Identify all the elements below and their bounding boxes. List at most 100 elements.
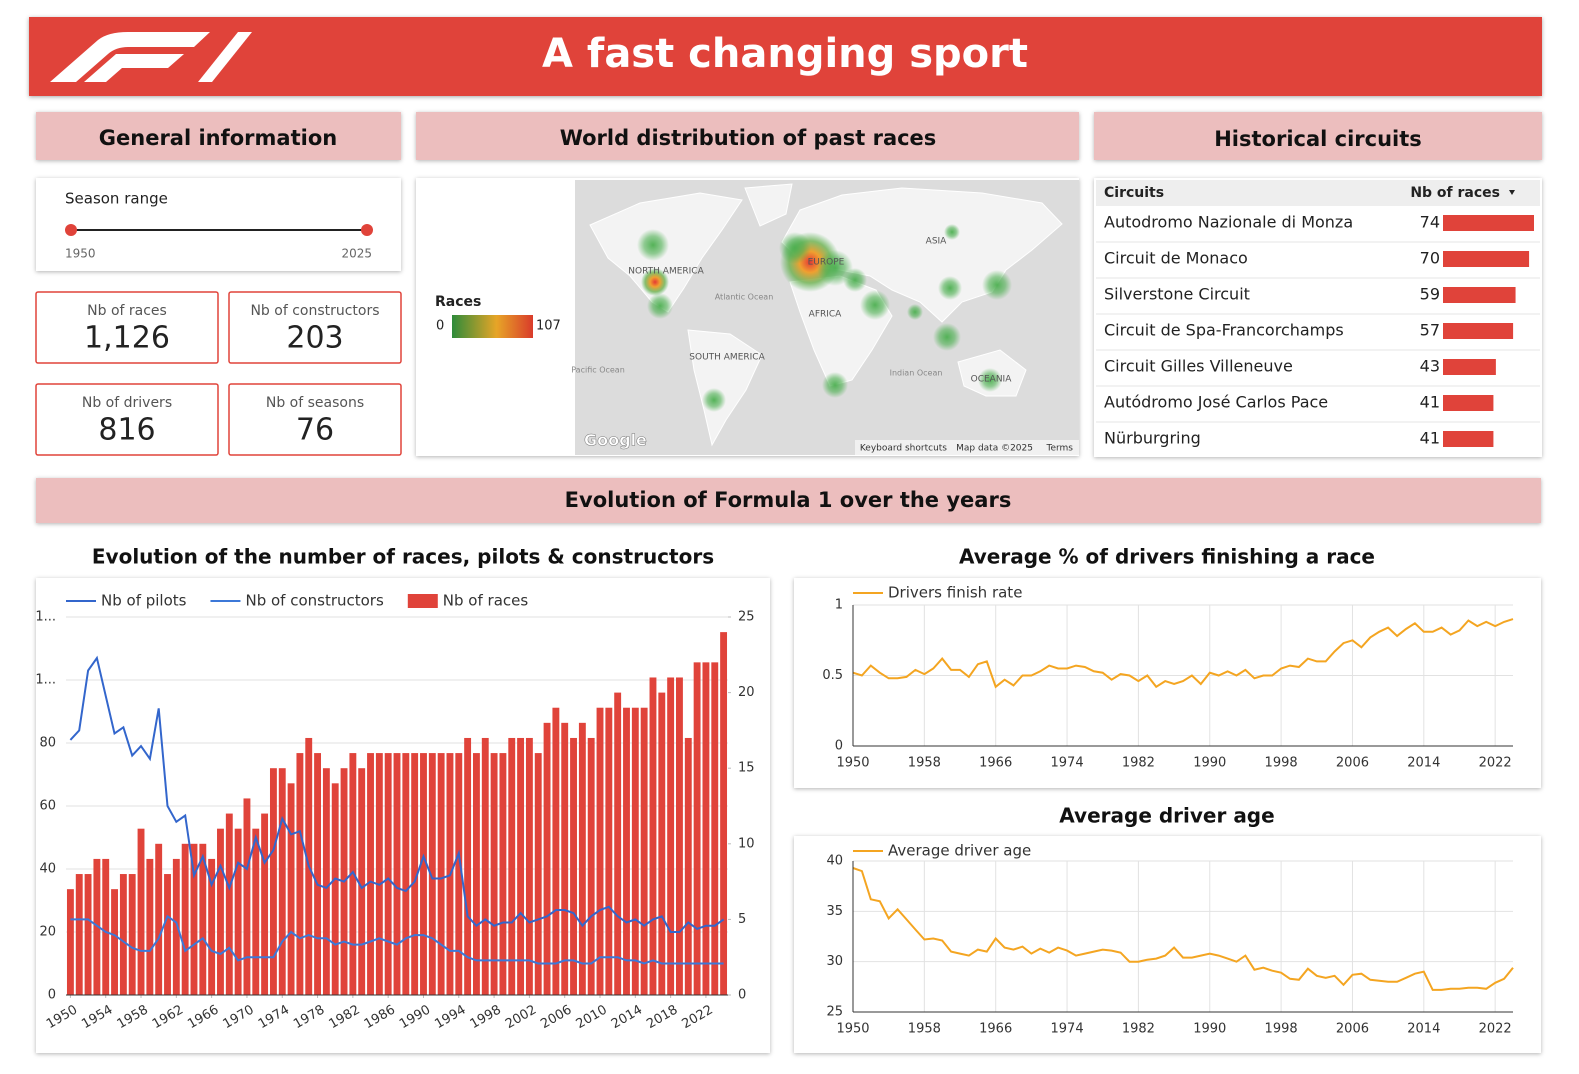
bar [684, 737, 692, 995]
chart-card [794, 836, 1541, 1053]
legend-label: Average driver age [888, 842, 1031, 860]
bar [119, 874, 127, 995]
section-header [1094, 112, 1542, 160]
bar [287, 783, 295, 995]
bar [676, 677, 683, 995]
bar [217, 828, 224, 995]
chart-card [794, 578, 1541, 788]
bar [66, 889, 74, 995]
bar [499, 753, 507, 995]
ocean-label: Indian Ocean [890, 369, 943, 378]
bar [667, 677, 675, 995]
y2-tick-label: 15 [738, 761, 755, 776]
region-label: EUROPE [808, 258, 845, 268]
circuit-races: 74 [1420, 213, 1440, 232]
bar [199, 843, 207, 995]
region-label: ASIA [926, 237, 948, 247]
section-title: Historical circuits [1214, 127, 1422, 151]
bar [155, 843, 163, 995]
circuit-name: Nürburgring [1104, 429, 1201, 448]
table-bar [1443, 359, 1496, 375]
kpi-box [35, 291, 219, 364]
bar [711, 662, 719, 995]
ocean-label: Atlantic Ocean [715, 293, 774, 302]
bar [552, 707, 560, 995]
chart-title: Average driver age [1059, 804, 1274, 828]
section-title: General information [99, 126, 337, 150]
legend-max: 107 [536, 319, 561, 334]
bar [111, 889, 118, 995]
bar [393, 753, 401, 995]
bar [322, 768, 330, 995]
table-bar [1443, 323, 1514, 339]
bar [331, 783, 339, 995]
x-tick-label: 2022 [1479, 1022, 1512, 1037]
x-tick-label: 2014 [1407, 1022, 1440, 1037]
slider-label: Season range [65, 190, 168, 208]
y2-tick-label: 10 [738, 836, 755, 851]
legend-label: Nb of constructors [245, 592, 384, 610]
map [575, 180, 1079, 455]
bar [234, 828, 242, 995]
line-series [70, 914, 724, 965]
sort-icon[interactable] [1509, 190, 1515, 195]
kpi-box [228, 291, 402, 364]
legend-min: 0 [436, 319, 444, 334]
page-title: A fast changing sport [542, 31, 1028, 77]
line-series [852, 618, 1514, 689]
bar [269, 768, 277, 995]
x-tick-label: 1966 [979, 756, 1012, 771]
y-tick-label: 40 [39, 862, 56, 877]
bar [296, 753, 304, 995]
bar [464, 737, 472, 995]
bar [367, 753, 374, 995]
circuit-races: 59 [1420, 285, 1440, 304]
column-header[interactable]: Nb of races [1410, 185, 1500, 201]
legend-label: Nb of pilots [101, 592, 187, 610]
map-link: Terms [1045, 444, 1073, 454]
bar [252, 828, 260, 995]
kpi-label: Nb of constructors [250, 303, 379, 319]
bar [481, 737, 489, 995]
bar [561, 722, 569, 995]
kpi-label: Nb of seasons [266, 395, 364, 411]
bar [693, 662, 701, 995]
bar [534, 753, 542, 995]
circuit-name: Autodromo Nazionale di Monza [1104, 213, 1353, 232]
bar [525, 737, 533, 995]
x-tick-label: 1950 [836, 1022, 869, 1037]
circuit-name: Autódromo José Carlos Pace [1104, 393, 1328, 412]
bar [472, 753, 480, 995]
bar [75, 874, 83, 995]
table-bar [1443, 395, 1494, 411]
bar [278, 768, 286, 995]
bar [605, 707, 613, 995]
region-label: OCEANIA [971, 375, 1013, 385]
kpi-value: 1,126 [84, 321, 170, 356]
bar [596, 707, 604, 995]
bar [243, 798, 251, 995]
bar [508, 737, 516, 995]
line-series [69, 655, 725, 933]
table-bar [1443, 251, 1530, 267]
slider-handle[interactable] [361, 224, 373, 236]
bar [490, 753, 498, 995]
x-tick-label: 1998 [1265, 756, 1298, 771]
y2-tick-label: 20 [738, 685, 755, 700]
y-tick-label: 30 [826, 954, 843, 969]
column-header[interactable]: Circuits [1104, 185, 1164, 201]
map-credit: Map data ©2025 [956, 444, 1033, 454]
region-label: SOUTH AMERICA [689, 353, 765, 363]
circuit-races: 41 [1420, 429, 1440, 448]
bar [102, 858, 110, 995]
y-tick-label: 1 [835, 598, 843, 613]
bar [570, 737, 577, 995]
slider-handle[interactable] [65, 224, 77, 236]
bar [358, 768, 366, 995]
section-header [36, 478, 1541, 523]
bar [420, 753, 427, 995]
x-tick-label: 2022 [1479, 756, 1512, 771]
y-tick-label: 25 [826, 1005, 843, 1020]
map-link: Keyboard shortcuts [860, 444, 947, 454]
bar [208, 858, 216, 995]
